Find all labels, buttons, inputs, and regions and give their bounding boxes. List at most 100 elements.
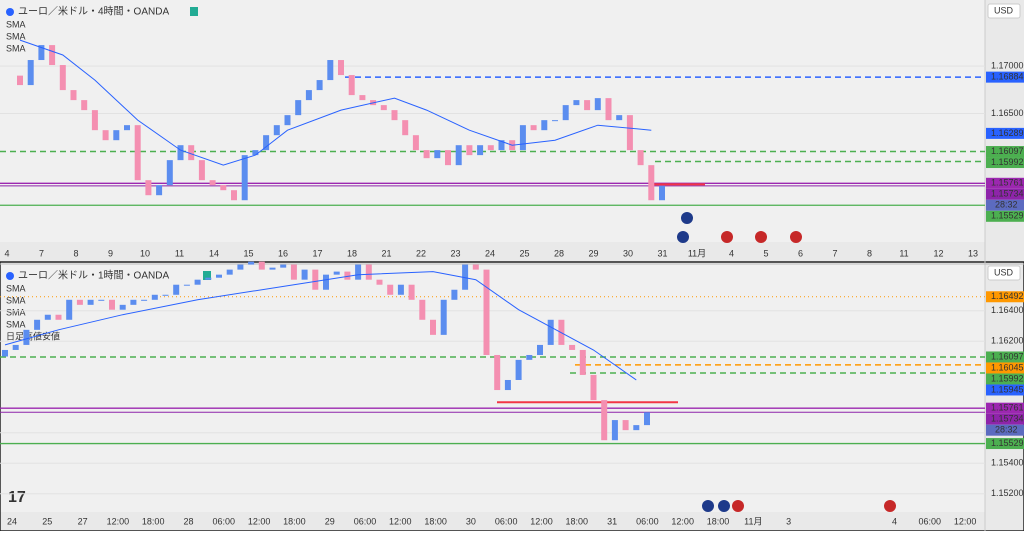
candle-body (537, 344, 543, 355)
candle-body (584, 100, 591, 111)
candle-body (17, 75, 23, 86)
currency-button[interactable] (987, 3, 1021, 19)
event-icons (677, 212, 896, 512)
indicator-label: SMA (6, 31, 26, 41)
x-tick-label: 12 (933, 248, 943, 258)
symbol-icon (6, 8, 14, 16)
candle-body (312, 269, 319, 290)
candle-body (419, 299, 426, 320)
price-badge (986, 127, 1024, 139)
countdown-badge (986, 199, 1024, 211)
symbol-icon (6, 272, 14, 280)
candle-body (569, 344, 576, 350)
candle-body (445, 150, 451, 166)
x-tick-label: 4 (4, 248, 9, 258)
candle-body (494, 354, 501, 391)
price-badge (986, 291, 1024, 303)
x-tick-label: 8 (867, 248, 872, 258)
price-badge (986, 351, 1024, 363)
price-badge-label: 1.15992 (991, 157, 1024, 167)
currency-button[interactable] (987, 265, 1021, 281)
x-tick-label: 11月 (744, 516, 762, 526)
candle-body (76, 299, 83, 305)
x-tick-label: 3 (786, 516, 791, 526)
candle-body (515, 359, 522, 380)
candle-body (220, 185, 227, 191)
indicator-label: SMA (6, 43, 26, 53)
x-tick-label: 16 (278, 248, 288, 258)
candle-body (130, 299, 137, 305)
x-tick-label: 23 (450, 248, 460, 258)
candle-body (552, 120, 558, 122)
candle-body (590, 374, 597, 401)
x-tick-label: 18:00 (566, 516, 589, 526)
candle-body (70, 90, 77, 101)
price-badge-label: 1.15761 (991, 178, 1024, 188)
candle-body (434, 150, 441, 159)
candle-body (231, 190, 237, 201)
candle-body (633, 425, 640, 431)
x-tick-label: 12:00 (107, 516, 130, 526)
x-tick-label: 18:00 (707, 516, 730, 526)
x-tick-label: 7 (832, 248, 837, 258)
x-tick-label: 10 (140, 248, 150, 258)
candle-body (376, 279, 383, 285)
price-badge-label: 1.16492 (991, 291, 1024, 301)
candle-body (237, 264, 244, 270)
candle-body (622, 420, 629, 431)
price-badge-label: 1.16045 (991, 362, 1024, 372)
candle-body (519, 125, 526, 151)
candle-body (605, 98, 612, 121)
countdown-label: 28:32 (995, 425, 1018, 435)
candle-body (55, 314, 62, 320)
candle-body (2, 349, 8, 357)
candle-body (258, 261, 265, 270)
price-badge-label: 1.15529 (991, 211, 1024, 221)
candle-body (49, 45, 56, 66)
candle-body (626, 115, 633, 151)
candle-body (91, 110, 98, 131)
price-badge (986, 373, 1024, 385)
candle-body (402, 120, 409, 136)
candle-body (226, 269, 233, 275)
candle-body (659, 185, 665, 201)
candle-body (526, 354, 533, 360)
x-tick-label: 15 (243, 248, 253, 258)
candle-body (248, 261, 255, 265)
candle-body (391, 110, 398, 121)
candle-body (12, 344, 19, 350)
x-tick-label: 4 (729, 248, 734, 258)
x-tick-label: 06:00 (495, 516, 518, 526)
y-tick-label: 1.16200 (991, 336, 1024, 346)
candle-body (637, 150, 644, 166)
candle-body (290, 264, 297, 280)
x-tick-label: 12:00 (530, 516, 553, 526)
price-badge-label: 1.16097 (991, 146, 1024, 156)
logo: 17 (8, 489, 26, 506)
candle-body (365, 264, 372, 280)
candle-body (301, 269, 308, 280)
candle-body (648, 165, 655, 201)
candle-body (183, 284, 190, 286)
y-tick-label: 1.15200 (991, 488, 1024, 498)
candle-body (472, 264, 479, 270)
candle-body (188, 145, 195, 161)
x-tick-label: 25 (519, 248, 529, 258)
candle-body (284, 115, 291, 126)
price-badge (986, 384, 1024, 396)
candle-body (177, 145, 184, 161)
price-badge-label: 1.15945 (991, 384, 1024, 394)
candle-body (87, 299, 94, 305)
x-tick-label: 29 (588, 248, 598, 258)
x-tick-label: 11月 (688, 248, 706, 258)
flag-icon (203, 271, 211, 280)
price-badge (986, 188, 1024, 200)
x-tick-label: 22 (416, 248, 426, 258)
x-tick-label: 4 (892, 516, 897, 526)
x-tick-label: 12:00 (248, 516, 271, 526)
x-tick-label: 27 (78, 516, 88, 526)
candle-body (44, 314, 51, 320)
candle-body (166, 160, 173, 186)
x-tick-label: 31 (657, 248, 667, 258)
candle-body (194, 279, 201, 285)
